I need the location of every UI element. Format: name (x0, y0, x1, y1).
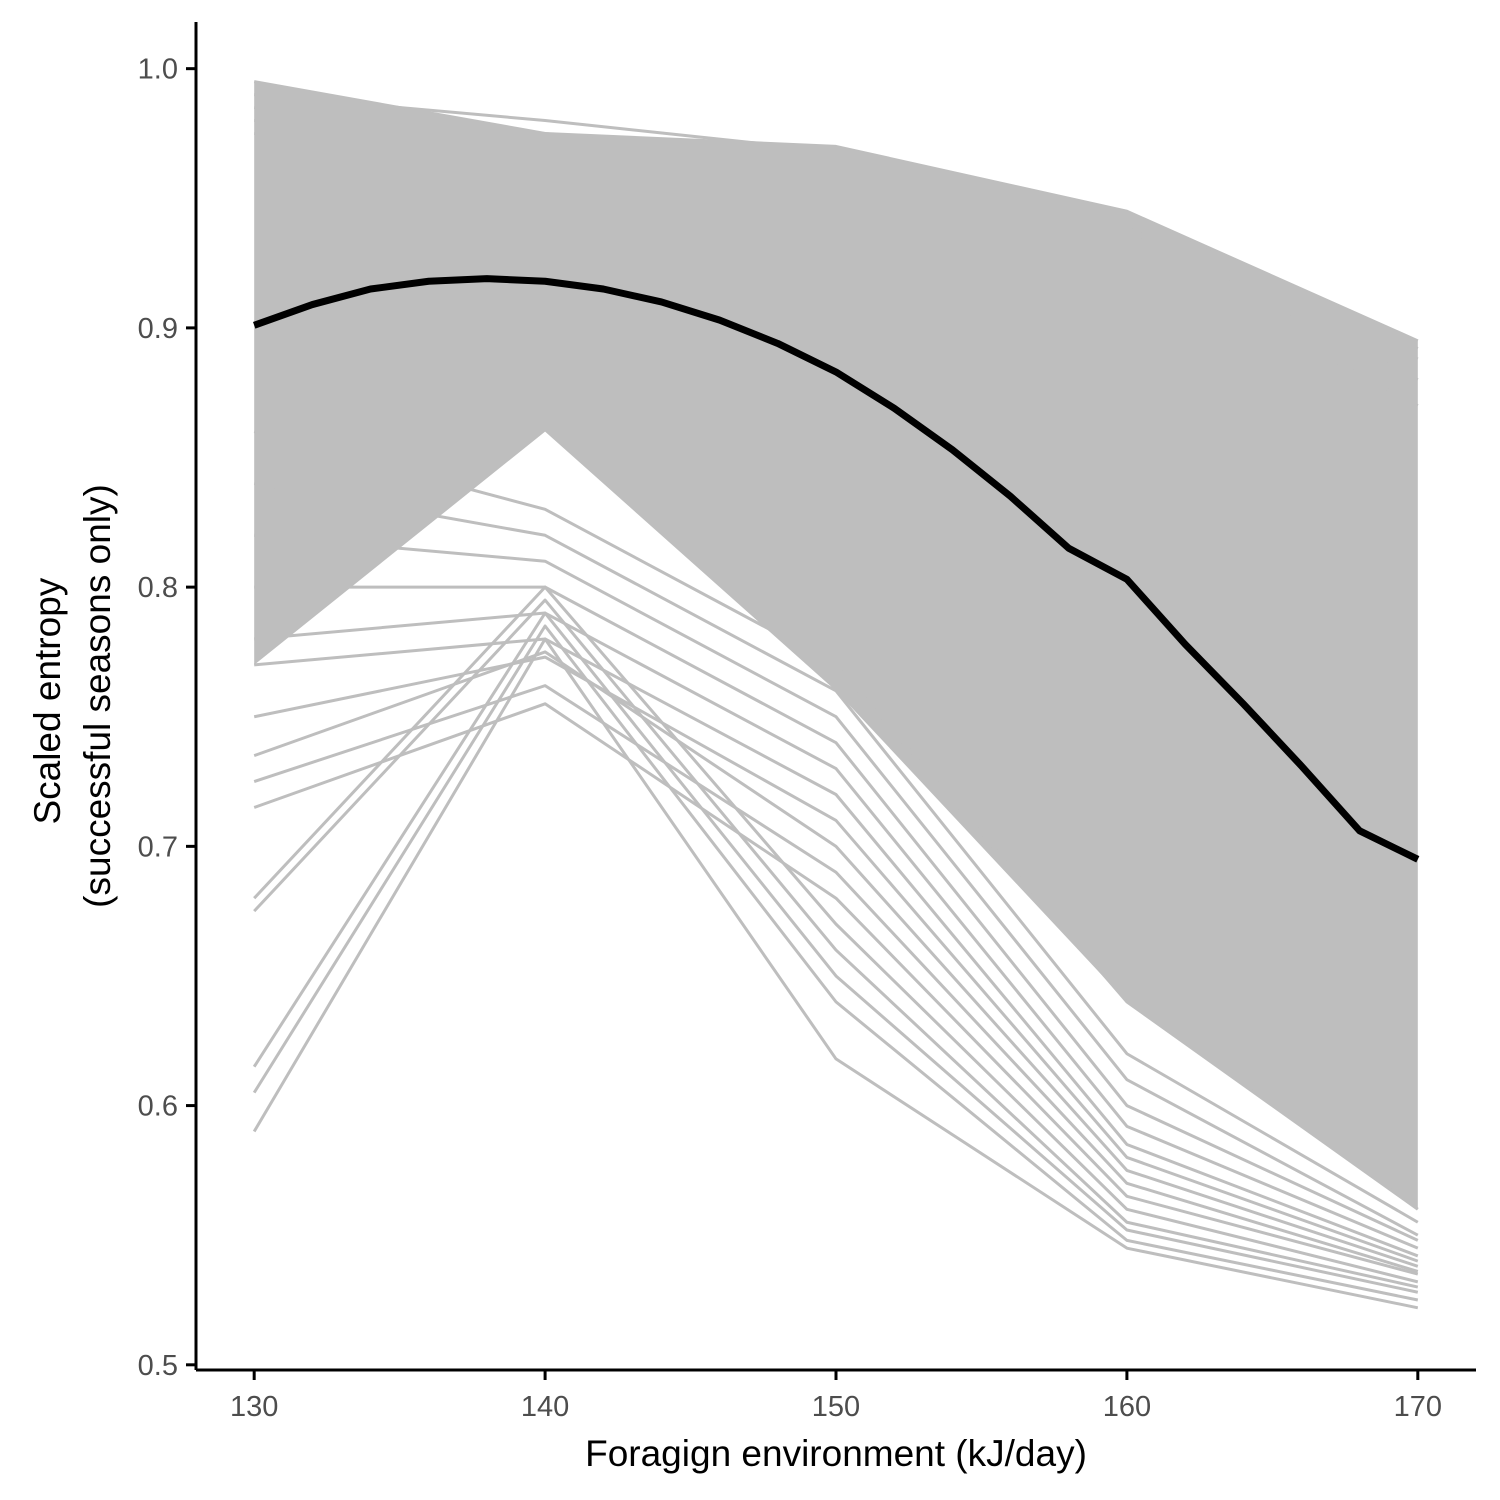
y-axis-title: Scaled entropy (successful seasons only) (27, 484, 118, 908)
individual-line-lower-3 (253, 598, 1419, 1289)
individual-lines-envelope (254, 81, 1418, 1210)
y-tick-label-0.8: 0.8 (138, 572, 178, 604)
individual-line-upper-1 (254, 93, 1419, 350)
y-tick-label-1.0: 1.0 (138, 54, 178, 86)
individual-line-lower-9 (254, 637, 1419, 1258)
individual-line-upper-0 (253, 80, 1419, 343)
individual-line-lower-0 (252, 637, 1419, 1310)
individual-line-lower-7 (253, 650, 1419, 1268)
individual-line-lower-8 (253, 655, 1419, 1263)
individual-series-lines (252, 80, 1419, 1310)
x-axis-title: Foragign environment (kJ/day) (585, 1433, 1087, 1474)
x-axis-ticks: 130 140 150 160 170 (230, 1370, 1442, 1423)
individual-line-upper-2 (253, 106, 1419, 361)
individual-line-lower-12 (254, 533, 1419, 1237)
y-axis-title-line-1: Scaled entropy (27, 577, 68, 824)
individual-line-lower-14 (253, 430, 1419, 1211)
y-tick-label-0.6: 0.6 (138, 1091, 178, 1123)
individual-line-lower-5 (253, 702, 1419, 1276)
individual-line-lower-11 (254, 585, 1419, 1242)
x-tick-label-130: 130 (230, 1391, 278, 1423)
mean-curve-line (253, 275, 1420, 863)
individual-line-lower-2 (252, 611, 1419, 1294)
individual-line-lower-10 (254, 611, 1419, 1250)
individual-line-upper-3 (254, 119, 1419, 382)
individual-line-lower-4 (253, 585, 1419, 1284)
individual-lines-band (254, 81, 1418, 1210)
y-axis-ticks: 0.5 0.6 0.7 0.8 0.9 1.0 (138, 54, 196, 1382)
individual-line-upper-4 (254, 131, 1419, 407)
individual-line-lower-13 (253, 481, 1419, 1224)
y-tick-label-0.7: 0.7 (138, 831, 178, 863)
y-tick-label-0.5: 0.5 (138, 1350, 178, 1382)
mean-curve-group (253, 275, 1420, 863)
individual-line-lower-6 (253, 684, 1419, 1273)
y-tick-label-0.9: 0.9 (138, 313, 178, 345)
y-axis-title-line-2: (successful seasons only) (77, 484, 118, 908)
x-tick-label-160: 160 (1103, 1391, 1151, 1423)
individual-line-lower-1 (252, 624, 1419, 1302)
x-tick-label-140: 140 (521, 1391, 569, 1423)
x-tick-label-170: 170 (1394, 1391, 1442, 1423)
x-tick-label-150: 150 (812, 1391, 860, 1423)
